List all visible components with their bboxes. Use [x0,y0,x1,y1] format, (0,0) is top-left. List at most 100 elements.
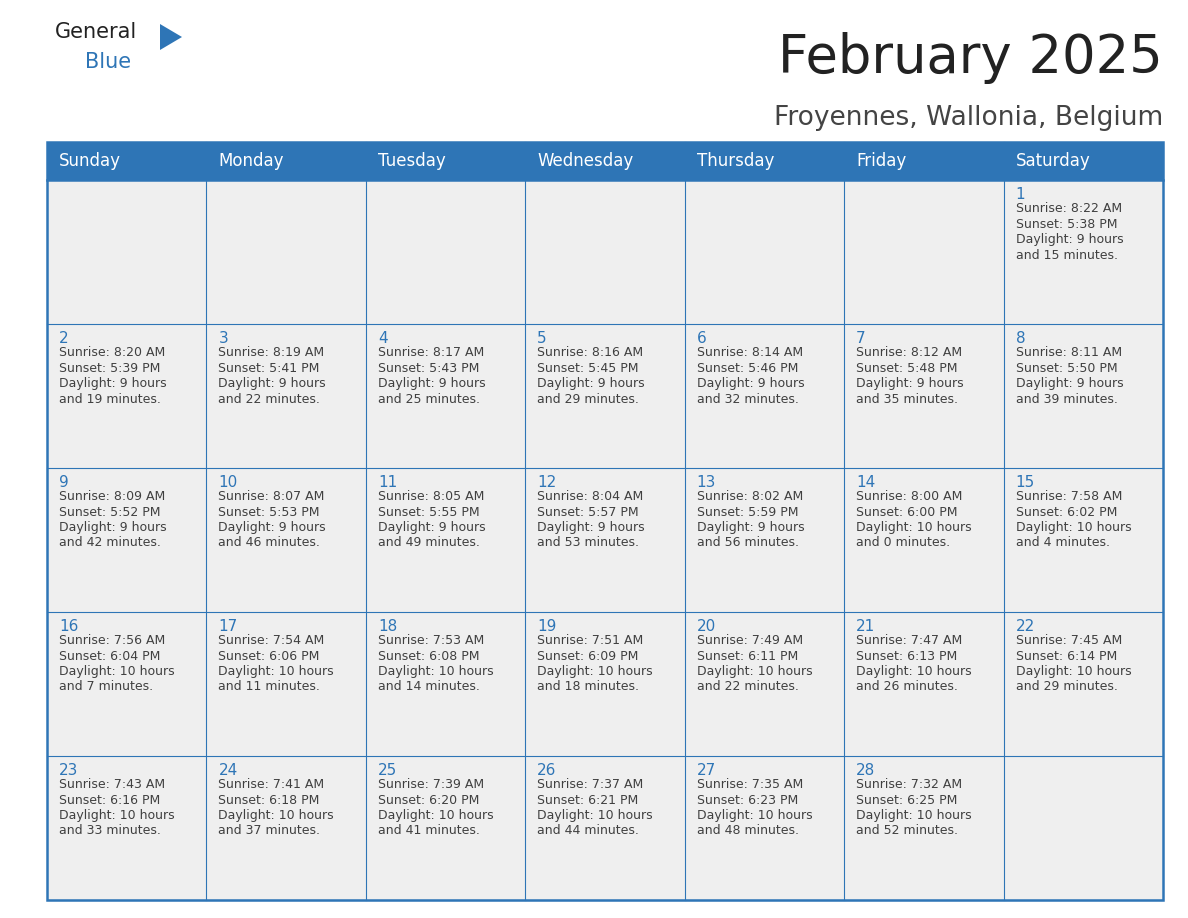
Text: Sunrise: 8:04 AM: Sunrise: 8:04 AM [537,490,644,503]
Text: 4: 4 [378,331,387,346]
Text: and 0 minutes.: and 0 minutes. [857,536,950,550]
Text: Sunrise: 8:11 AM: Sunrise: 8:11 AM [1016,346,1121,359]
Text: Sunset: 6:21 PM: Sunset: 6:21 PM [537,793,638,807]
Text: Sunrise: 7:35 AM: Sunrise: 7:35 AM [696,778,803,791]
Text: Blue: Blue [86,52,131,72]
Text: 26: 26 [537,763,557,778]
Text: Sunset: 6:00 PM: Sunset: 6:00 PM [857,506,958,519]
Bar [48,180,207,324]
Text: Sunset: 6:06 PM: Sunset: 6:06 PM [219,650,320,663]
Text: Sunrise: 8:09 AM: Sunrise: 8:09 AM [59,490,165,503]
Text: 13: 13 [696,475,716,490]
Text: and 39 minutes.: and 39 minutes. [1016,393,1118,406]
Bar [48,756,207,900]
Text: and 42 minutes.: and 42 minutes. [59,536,160,550]
Text: Sunrise: 7:49 AM: Sunrise: 7:49 AM [696,634,803,647]
Text: and 41 minutes.: and 41 minutes. [378,824,480,837]
Text: Daylight: 9 hours: Daylight: 9 hours [1016,377,1123,390]
Text: Sunrise: 8:19 AM: Sunrise: 8:19 AM [219,346,324,359]
Text: 18: 18 [378,619,397,634]
Text: Sunset: 5:48 PM: Sunset: 5:48 PM [857,362,958,375]
Text: Sunrise: 7:37 AM: Sunrise: 7:37 AM [537,778,644,791]
Text: 27: 27 [696,763,716,778]
Text: Sunrise: 7:47 AM: Sunrise: 7:47 AM [857,634,962,647]
Bar [525,324,684,468]
Text: Daylight: 9 hours: Daylight: 9 hours [378,377,486,390]
Text: Sunrise: 7:41 AM: Sunrise: 7:41 AM [219,778,324,791]
Text: and 22 minutes.: and 22 minutes. [219,393,321,406]
Bar [845,612,1004,756]
Text: and 29 minutes.: and 29 minutes. [537,393,639,406]
Text: Sunset: 6:20 PM: Sunset: 6:20 PM [378,793,479,807]
Text: Daylight: 9 hours: Daylight: 9 hours [219,521,326,534]
Bar [207,468,366,612]
Text: Sunset: 5:57 PM: Sunset: 5:57 PM [537,506,639,519]
Text: Sunset: 6:18 PM: Sunset: 6:18 PM [219,793,320,807]
Text: Sunset: 6:08 PM: Sunset: 6:08 PM [378,650,479,663]
Text: 28: 28 [857,763,876,778]
Text: February 2025: February 2025 [778,32,1163,84]
Bar [207,756,366,900]
Text: 3: 3 [219,331,228,346]
Text: Sunrise: 7:39 AM: Sunrise: 7:39 AM [378,778,484,791]
Text: Saturday: Saturday [1016,152,1091,170]
Text: and 19 minutes.: and 19 minutes. [59,393,160,406]
Text: Sunrise: 8:22 AM: Sunrise: 8:22 AM [1016,202,1121,215]
Text: Sunrise: 7:32 AM: Sunrise: 7:32 AM [857,778,962,791]
Text: and 49 minutes.: and 49 minutes. [378,536,480,550]
Text: Sunrise: 7:43 AM: Sunrise: 7:43 AM [59,778,165,791]
Polygon shape [160,24,182,50]
Text: Sunset: 5:53 PM: Sunset: 5:53 PM [219,506,320,519]
Bar [845,324,1004,468]
Text: 25: 25 [378,763,397,778]
Bar [684,756,845,900]
Text: Sunrise: 7:45 AM: Sunrise: 7:45 AM [1016,634,1121,647]
Text: Sunset: 5:52 PM: Sunset: 5:52 PM [59,506,160,519]
Text: Daylight: 10 hours: Daylight: 10 hours [696,665,813,678]
Text: Daylight: 10 hours: Daylight: 10 hours [1016,665,1131,678]
Bar [525,756,684,900]
Bar [207,180,366,324]
Text: and 52 minutes.: and 52 minutes. [857,824,959,837]
Text: Sunrise: 7:51 AM: Sunrise: 7:51 AM [537,634,644,647]
Bar [845,468,1004,612]
Text: Sunset: 6:14 PM: Sunset: 6:14 PM [1016,650,1117,663]
Text: Sunset: 5:38 PM: Sunset: 5:38 PM [1016,218,1117,230]
Text: Daylight: 10 hours: Daylight: 10 hours [59,809,175,822]
Bar [1004,756,1163,900]
Text: Daylight: 9 hours: Daylight: 9 hours [537,521,645,534]
Text: Sunset: 5:43 PM: Sunset: 5:43 PM [378,362,479,375]
Text: 10: 10 [219,475,238,490]
Text: Daylight: 10 hours: Daylight: 10 hours [219,665,334,678]
Text: Daylight: 10 hours: Daylight: 10 hours [378,665,493,678]
Bar [684,612,845,756]
Text: Sunset: 6:16 PM: Sunset: 6:16 PM [59,793,160,807]
Text: Sunrise: 7:54 AM: Sunrise: 7:54 AM [219,634,324,647]
Text: and 53 minutes.: and 53 minutes. [537,536,639,550]
Text: Daylight: 9 hours: Daylight: 9 hours [857,377,963,390]
Text: Sunrise: 8:00 AM: Sunrise: 8:00 AM [857,490,962,503]
Bar [207,612,366,756]
Text: Froyennes, Wallonia, Belgium: Froyennes, Wallonia, Belgium [773,105,1163,131]
Bar [48,612,207,756]
Text: and 35 minutes.: and 35 minutes. [857,393,959,406]
Text: Daylight: 10 hours: Daylight: 10 hours [378,809,493,822]
Text: Sunrise: 7:56 AM: Sunrise: 7:56 AM [59,634,165,647]
Text: 6: 6 [696,331,707,346]
Text: and 29 minutes.: and 29 minutes. [1016,680,1118,693]
Text: Thursday: Thursday [696,152,775,170]
Text: 2: 2 [59,331,69,346]
Text: 15: 15 [1016,475,1035,490]
Text: 8: 8 [1016,331,1025,346]
Text: and 22 minutes.: and 22 minutes. [696,680,798,693]
Text: and 4 minutes.: and 4 minutes. [1016,536,1110,550]
Bar [366,612,525,756]
Bar [525,180,684,324]
Text: and 18 minutes.: and 18 minutes. [537,680,639,693]
Bar [1004,612,1163,756]
Text: Daylight: 10 hours: Daylight: 10 hours [59,665,175,678]
Text: Daylight: 9 hours: Daylight: 9 hours [219,377,326,390]
Bar [684,180,845,324]
Text: 7: 7 [857,331,866,346]
Text: Monday: Monday [219,152,284,170]
